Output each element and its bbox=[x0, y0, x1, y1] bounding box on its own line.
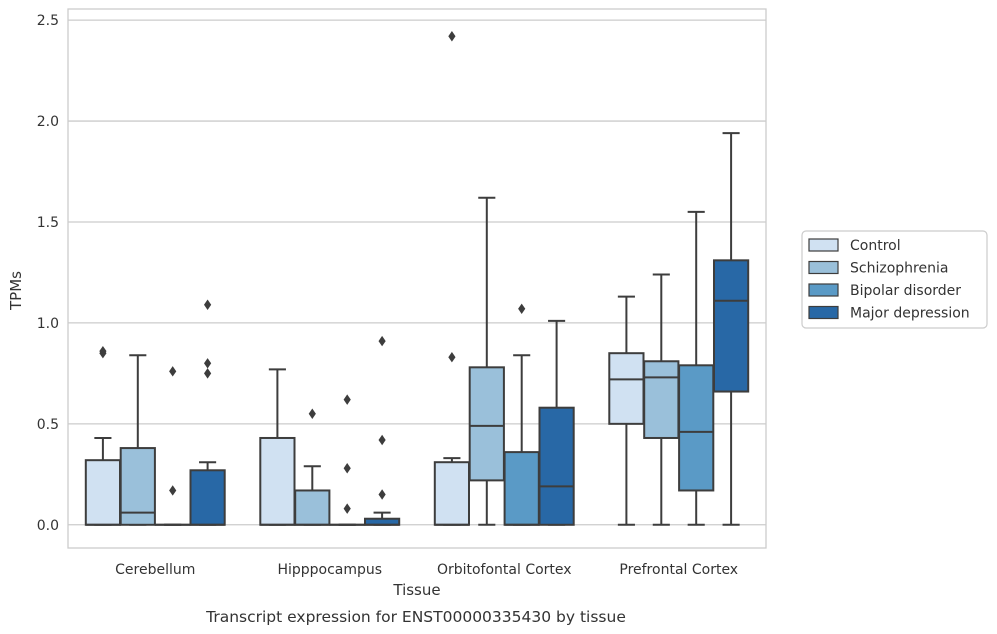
outlier-point bbox=[448, 31, 456, 42]
x-tick-label: Prefrontal Cortex bbox=[619, 562, 738, 578]
outlier-point bbox=[204, 368, 212, 379]
box bbox=[294, 489, 331, 526]
box bbox=[468, 366, 505, 482]
outlier-point bbox=[169, 485, 177, 496]
box bbox=[189, 469, 226, 526]
legend: Control Schizophrenia Bipolar disorder Majo… bbox=[801, 230, 988, 329]
outlier-point bbox=[448, 352, 456, 363]
y-tick-label: 1.0 bbox=[37, 316, 59, 332]
outlier-point bbox=[204, 299, 212, 310]
box bbox=[503, 451, 540, 526]
outlier-point bbox=[308, 408, 316, 419]
y-tick-label: 1.5 bbox=[37, 215, 59, 231]
outlier-point bbox=[99, 345, 107, 357]
x-axis-title: Tissue bbox=[392, 581, 440, 599]
plot-area-frame bbox=[67, 8, 767, 549]
legend-label: Major depression bbox=[850, 306, 970, 322]
y-tick-label: 0.0 bbox=[37, 518, 59, 534]
x-axis-ticks: Cerebellum Hipppocampus Orbitofontal Corte… bbox=[115, 562, 738, 578]
legend-label: Control bbox=[850, 238, 901, 254]
y-axis-ticks: 0.0 0.5 1.0 1.5 2.0 2.5 bbox=[37, 13, 59, 534]
box bbox=[643, 360, 680, 439]
legend-item: Bipolar disorder bbox=[808, 283, 961, 299]
legend-label: Bipolar disorder bbox=[850, 283, 961, 299]
box bbox=[712, 259, 750, 393]
chart-caption: Transcript expression for ENST0000033543… bbox=[205, 608, 626, 626]
y-tick-label: 0.5 bbox=[37, 417, 59, 433]
legend-label: Schizophrenia bbox=[850, 261, 948, 277]
box bbox=[538, 406, 575, 526]
series-schizophrenia bbox=[119, 196, 680, 526]
outlier-point bbox=[343, 503, 351, 514]
box bbox=[608, 352, 645, 425]
outlier-point bbox=[204, 358, 212, 369]
legend-item: Schizophrenia bbox=[808, 260, 948, 277]
outlier-point bbox=[378, 335, 386, 347]
legend-swatch bbox=[808, 283, 839, 297]
legend-item: Control bbox=[808, 238, 901, 254]
outlier-point bbox=[518, 303, 526, 314]
x-tick-label: Cerebellum bbox=[115, 562, 195, 578]
box-series-group bbox=[84, 31, 750, 526]
legend-swatch bbox=[808, 305, 839, 320]
legend-item: Major depression bbox=[808, 305, 970, 322]
series-major-depression bbox=[189, 132, 750, 526]
outlier-point bbox=[378, 434, 386, 446]
y-tick-label: 2.0 bbox=[37, 114, 59, 130]
outlier-point bbox=[378, 489, 386, 500]
box bbox=[678, 364, 715, 492]
box bbox=[84, 459, 122, 526]
box bbox=[433, 461, 471, 526]
y-axis-title: TPMs bbox=[7, 271, 25, 311]
x-tick-label: Hipppocampus bbox=[277, 562, 382, 578]
legend-swatch bbox=[808, 238, 839, 252]
outlier-point bbox=[343, 394, 351, 405]
series-bipolar-disorder bbox=[154, 210, 715, 526]
outlier-point bbox=[169, 366, 177, 377]
x-tick-label: Orbitofontal Cortex bbox=[437, 562, 572, 578]
box bbox=[259, 436, 296, 526]
legend-swatch bbox=[808, 260, 839, 275]
outlier-point bbox=[343, 463, 351, 474]
legend-frame bbox=[801, 230, 988, 329]
y-tick-label: 2.5 bbox=[37, 13, 59, 29]
grid-lines bbox=[68, 19, 766, 526]
